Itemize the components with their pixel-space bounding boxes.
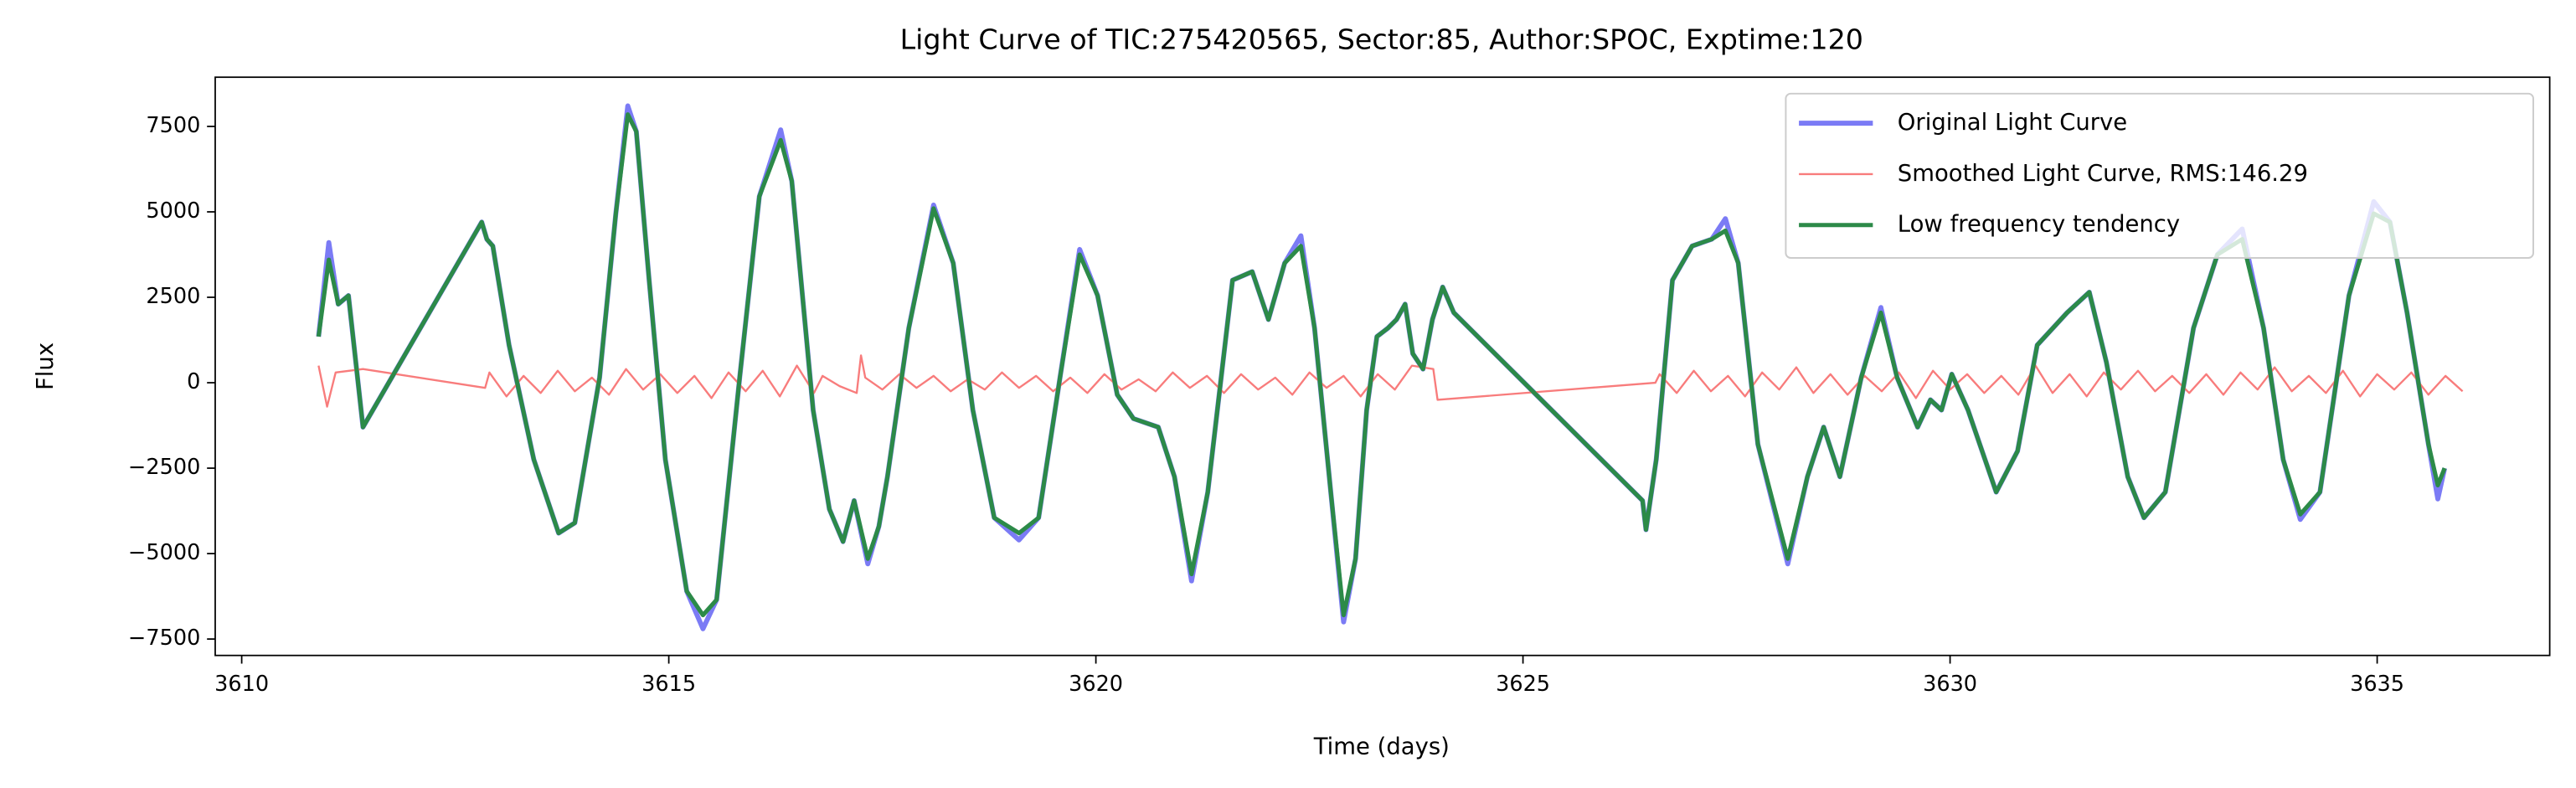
x-tick-label: 3635 bbox=[2350, 672, 2404, 697]
legend-label: Original Light Curve bbox=[1898, 110, 2127, 136]
y-axis-label: Flux bbox=[33, 342, 59, 390]
y-tick-label: 5000 bbox=[146, 198, 200, 224]
series-line bbox=[317, 354, 2464, 408]
x-tick-label: 3620 bbox=[1069, 672, 1123, 697]
x-tick-label: 3610 bbox=[214, 672, 269, 697]
series-line bbox=[316, 112, 2447, 618]
plot-frame bbox=[214, 76, 2551, 657]
y-tick-label: 0 bbox=[187, 369, 200, 394]
y-tick-label: −5000 bbox=[128, 540, 200, 565]
y-tick-label: −2500 bbox=[128, 455, 200, 480]
y-tick-label: 7500 bbox=[146, 113, 200, 138]
x-axis-label: Time (days) bbox=[1313, 734, 1450, 760]
y-tick-label: −7500 bbox=[128, 626, 200, 651]
x-tick-label: 3630 bbox=[1923, 672, 1977, 697]
x-tick-label: 3625 bbox=[1496, 672, 1550, 697]
y-tick-label: 2500 bbox=[146, 284, 200, 309]
x-tick-label: 3615 bbox=[641, 672, 696, 697]
legend-label: Low frequency tendency bbox=[1898, 212, 2180, 238]
legend: Original Light Curve Smoothed Light Curve… bbox=[1785, 92, 2534, 259]
chart-title: Light Curve of TIC:275420565, Sector:85,… bbox=[900, 23, 1863, 56]
legend-label: Smoothed Light Curve, RMS:146.29 bbox=[1898, 161, 2308, 187]
legend-box bbox=[1785, 92, 2534, 259]
